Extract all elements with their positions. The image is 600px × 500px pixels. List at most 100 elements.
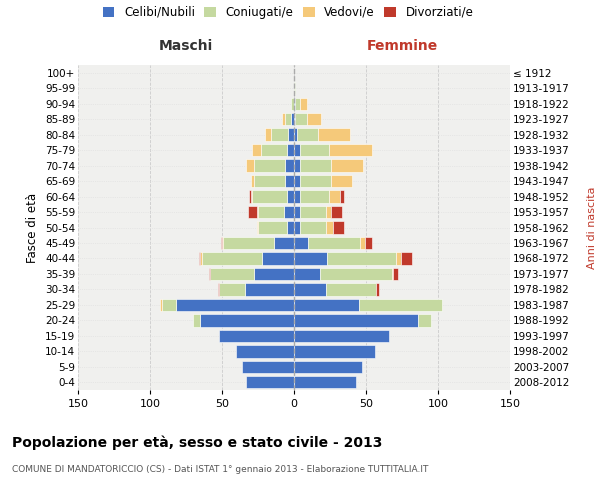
Bar bbox=[294, 222, 300, 234]
Bar bbox=[219, 330, 294, 342]
Bar bbox=[294, 113, 295, 126]
Bar bbox=[262, 252, 294, 264]
Bar bbox=[236, 345, 294, 358]
Bar bbox=[295, 98, 300, 110]
Bar bbox=[319, 128, 350, 141]
Bar bbox=[257, 206, 258, 218]
Bar bbox=[294, 98, 295, 110]
Bar bbox=[247, 160, 254, 172]
Bar bbox=[418, 314, 431, 326]
Bar bbox=[254, 160, 286, 172]
Bar bbox=[320, 268, 392, 280]
Bar bbox=[295, 113, 307, 126]
Bar bbox=[265, 128, 271, 141]
Bar bbox=[200, 252, 202, 264]
Bar bbox=[248, 206, 257, 218]
Bar bbox=[209, 268, 211, 280]
Bar bbox=[288, 128, 294, 141]
Bar bbox=[261, 144, 287, 156]
Bar bbox=[294, 314, 418, 326]
Bar bbox=[333, 222, 344, 234]
Bar bbox=[326, 222, 333, 234]
Bar bbox=[274, 237, 294, 249]
Bar bbox=[283, 113, 286, 126]
Bar bbox=[294, 268, 320, 280]
Bar bbox=[396, 252, 401, 264]
Bar bbox=[254, 268, 294, 280]
Bar bbox=[222, 237, 223, 249]
Bar bbox=[287, 190, 294, 202]
Bar bbox=[294, 298, 359, 311]
Bar bbox=[199, 252, 200, 264]
Bar bbox=[160, 298, 161, 311]
Legend: Celibi/Nubili, Coniugati/e, Vedovi/e, Divorziati/e: Celibi/Nubili, Coniugati/e, Vedovi/e, Di… bbox=[103, 6, 473, 19]
Bar bbox=[300, 98, 307, 110]
Bar bbox=[258, 206, 284, 218]
Bar bbox=[219, 283, 245, 296]
Bar bbox=[202, 252, 262, 264]
Bar bbox=[360, 237, 365, 249]
Bar bbox=[250, 190, 251, 202]
Bar bbox=[294, 206, 300, 218]
Bar bbox=[329, 190, 340, 202]
Bar bbox=[401, 252, 412, 264]
Bar bbox=[329, 144, 372, 156]
Bar bbox=[223, 237, 274, 249]
Text: Popolazione per età, sesso e stato civile - 2013: Popolazione per età, sesso e stato civil… bbox=[12, 435, 382, 450]
Bar bbox=[218, 283, 219, 296]
Bar bbox=[245, 283, 294, 296]
Bar bbox=[294, 237, 308, 249]
Text: COMUNE DI MANDATORICCIO (CS) - Dati ISTAT 1° gennaio 2013 - Elaborazione TUTTITA: COMUNE DI MANDATORICCIO (CS) - Dati ISTA… bbox=[12, 465, 428, 474]
Bar bbox=[294, 376, 356, 388]
Bar bbox=[308, 237, 360, 249]
Bar bbox=[340, 190, 344, 202]
Text: Femmine: Femmine bbox=[367, 38, 437, 52]
Bar bbox=[200, 314, 294, 326]
Bar bbox=[193, 314, 200, 326]
Bar bbox=[359, 298, 442, 311]
Bar bbox=[297, 128, 319, 141]
Bar bbox=[221, 237, 222, 249]
Bar bbox=[331, 206, 341, 218]
Bar bbox=[300, 144, 329, 156]
Bar bbox=[287, 144, 294, 156]
Text: Anni di nascita: Anni di nascita bbox=[587, 186, 597, 269]
Bar bbox=[331, 175, 352, 188]
Bar bbox=[300, 160, 331, 172]
Bar bbox=[294, 283, 326, 296]
Bar bbox=[300, 190, 329, 202]
Bar bbox=[326, 206, 331, 218]
Bar bbox=[252, 144, 261, 156]
Bar bbox=[294, 128, 297, 141]
Bar bbox=[307, 113, 322, 126]
Bar bbox=[294, 82, 295, 94]
Bar bbox=[271, 128, 288, 141]
Bar bbox=[365, 237, 372, 249]
Bar bbox=[284, 206, 294, 218]
Bar bbox=[252, 190, 287, 202]
Bar bbox=[291, 98, 294, 110]
Bar bbox=[161, 298, 176, 311]
Bar bbox=[392, 268, 394, 280]
Bar bbox=[211, 268, 254, 280]
Bar bbox=[294, 345, 374, 358]
Bar bbox=[251, 175, 254, 188]
Bar bbox=[300, 222, 326, 234]
Bar bbox=[294, 175, 300, 188]
Bar bbox=[300, 206, 326, 218]
Bar bbox=[327, 252, 396, 264]
Bar bbox=[376, 283, 379, 296]
Bar bbox=[294, 360, 362, 373]
Bar bbox=[294, 330, 389, 342]
Bar bbox=[291, 113, 294, 126]
Y-axis label: Fasce di età: Fasce di età bbox=[26, 192, 40, 262]
Text: Maschi: Maschi bbox=[159, 38, 213, 52]
Bar bbox=[286, 175, 294, 188]
Bar bbox=[331, 160, 363, 172]
Bar bbox=[286, 113, 291, 126]
Bar bbox=[294, 144, 300, 156]
Bar bbox=[251, 190, 252, 202]
Bar bbox=[300, 175, 331, 188]
Bar bbox=[326, 283, 376, 296]
Bar bbox=[294, 190, 300, 202]
